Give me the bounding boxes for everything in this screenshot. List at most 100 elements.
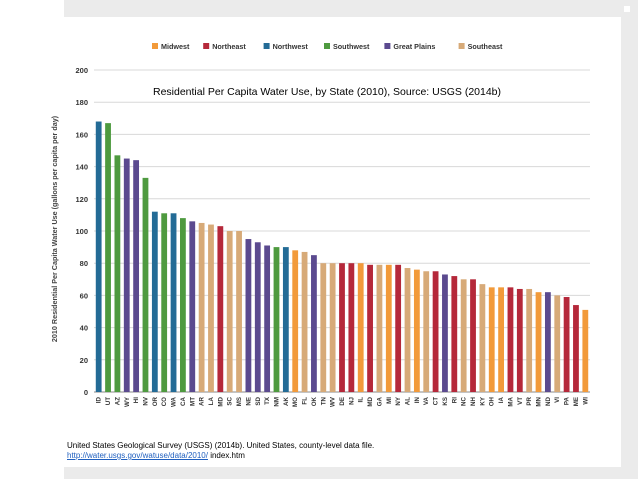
bar [339, 263, 345, 392]
x-tick-label: CO [161, 397, 168, 406]
legend-label: Northwest [273, 42, 309, 51]
y-tick-label: 120 [75, 195, 88, 204]
bar [395, 264, 402, 392]
legend-label: Northeast [212, 42, 246, 51]
right-gray-band [621, 0, 638, 479]
bar [105, 123, 111, 392]
y-tick-label: 100 [75, 227, 88, 236]
x-tick-label: MD [367, 396, 374, 406]
bar [254, 242, 261, 392]
x-tick-label: WV [330, 396, 337, 407]
x-tick-label: WA [171, 396, 178, 406]
legend: Midwest Northeast Northwest Southwest Great … [152, 42, 503, 51]
bar [292, 250, 299, 392]
x-tick-label: UT [105, 397, 112, 405]
x-tick-label: KS [442, 397, 449, 406]
x-tick-label: TX [264, 396, 271, 405]
y-axis: 0 20 40 60 80 100 120 140 160 180 200 [75, 66, 88, 397]
x-tick-label: AL [405, 397, 412, 405]
x-tick-label: OR [152, 396, 159, 406]
source-link[interactable]: http://water.usgs.gov/watuse/data/2010/ [67, 451, 208, 460]
y-axis-title: 2010 Residential Per Capita Water Use (g… [50, 115, 59, 342]
legend-item: Northwest [263, 42, 309, 51]
y-tick-label: 0 [84, 388, 88, 397]
x-tick-label: MO [292, 397, 299, 407]
x-tick-label: WI [582, 397, 589, 405]
x-tick-label: SD [255, 396, 262, 405]
x-tick-label: MI [386, 397, 393, 404]
bar [151, 211, 158, 392]
y-tick-label: 140 [75, 163, 88, 172]
x-tick-label: CA [180, 396, 187, 405]
source-line: United States Geological Survey (USGS) (… [67, 441, 375, 450]
legend-item: Southwest [324, 42, 370, 51]
y-tick-label: 60 [80, 291, 88, 300]
x-tick-label: PA [564, 396, 571, 405]
bar [376, 264, 383, 392]
y-tick-label: 80 [80, 259, 88, 268]
x-tick-label: MS [236, 397, 243, 406]
bar [479, 284, 486, 392]
top-gray-band [64, 0, 638, 17]
x-tick-label: FL [302, 397, 309, 405]
x-tick-label: DE [339, 397, 346, 406]
bar [133, 160, 140, 392]
legend-item: Great Plains [384, 42, 435, 51]
x-tick-label: RI [451, 397, 458, 403]
bottom-gray-band [64, 467, 638, 479]
bar [95, 121, 102, 393]
y-tick-label: 160 [75, 130, 88, 139]
legend-item: Midwest [152, 42, 190, 51]
bar [320, 263, 327, 392]
legend-label: Southwest [333, 42, 370, 51]
x-tick-label: OK [311, 396, 318, 406]
bar [470, 279, 476, 392]
bar [432, 271, 439, 392]
x-tick-label: NE [245, 397, 252, 406]
x-tick-label: TN [320, 396, 327, 405]
bar [273, 247, 280, 392]
x-tick-label: IA [498, 396, 505, 403]
legend-label: Midwest [161, 42, 190, 51]
bar [236, 231, 242, 392]
bar [367, 264, 373, 392]
x-tick-label: MN [536, 396, 543, 406]
x-tick-label: NH [470, 396, 477, 405]
bar [442, 274, 448, 392]
bar [413, 269, 420, 392]
x-tick-label: NJ [348, 396, 355, 404]
bar [404, 268, 411, 392]
x-tick-label: MT [189, 397, 196, 406]
x-tick-label: NM [273, 397, 280, 407]
x-tick-label: IL [358, 397, 365, 403]
bar [329, 263, 336, 392]
bar [198, 222, 205, 392]
x-tick-label: MA [507, 396, 514, 406]
bar [217, 226, 224, 392]
source-link-line: http://water.usgs.gov/watuse/data/2010/ … [67, 451, 374, 461]
x-tick-label: GA [376, 396, 383, 406]
x-tick-label: OH [489, 396, 496, 406]
bar [554, 295, 561, 392]
x-tick-label: ND [545, 396, 552, 405]
legend-item: Northeast [203, 42, 246, 51]
bar [180, 218, 186, 392]
bar [357, 263, 364, 392]
bar [208, 224, 214, 392]
x-tick-label: MD [217, 396, 224, 406]
bar [563, 297, 570, 392]
legend-swatch [458, 43, 465, 49]
source-link-suffix: index.htm [207, 451, 245, 460]
bar [516, 288, 523, 392]
x-tick-label: AZ [114, 397, 121, 405]
legend-swatch [203, 43, 210, 49]
x-tick-label: VT [517, 397, 524, 405]
legend-swatch [263, 43, 270, 49]
bar [423, 271, 430, 392]
x-tick-label: SC [227, 396, 234, 405]
corner-square-icon [624, 6, 630, 12]
bar [582, 309, 589, 392]
legend-item: Southeast [458, 42, 503, 51]
x-tick-label: WY [124, 396, 131, 407]
